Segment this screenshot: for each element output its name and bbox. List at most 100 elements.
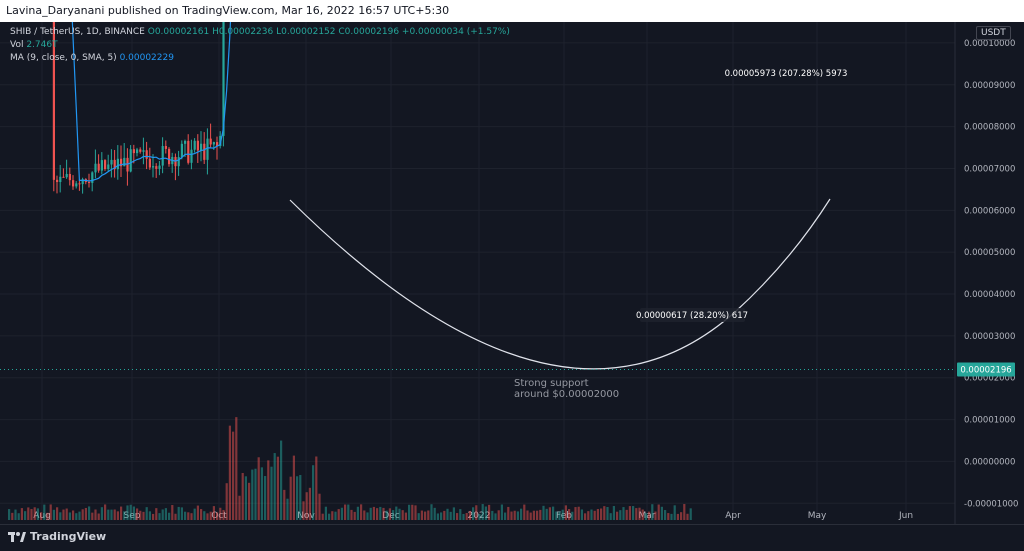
- x-tick-label: May: [808, 511, 827, 521]
- candle-body: [209, 138, 212, 145]
- volume-bar: [488, 504, 491, 520]
- volume-bar: [302, 501, 305, 520]
- ma-label[interactable]: MA (9, close, 0, SMA, 5): [10, 53, 117, 63]
- volume-bar: [571, 511, 574, 520]
- legend-ma-row: MA (9, close, 0, SMA, 5) 0.00002229: [10, 52, 510, 65]
- volume-bar: [65, 508, 68, 520]
- volume-bar: [84, 507, 87, 520]
- volume-bar: [369, 507, 372, 520]
- candlestick-chart[interactable]: 0.00010000 0.00009000 0.00008000 0.00007000…: [0, 22, 1024, 524]
- volume-bar: [206, 513, 209, 520]
- volume-bar: [270, 466, 273, 520]
- volume-bar: [680, 512, 683, 520]
- volume-bar: [312, 465, 315, 520]
- volume-bar: [120, 506, 123, 520]
- volume-bar: [651, 504, 654, 520]
- volume-bar: [129, 504, 132, 520]
- symbol-label[interactable]: SHIB / TetherUS, 1D, BINANCE: [10, 27, 145, 37]
- volume-bar: [209, 511, 212, 520]
- volume-bar: [315, 456, 318, 520]
- volume-bar: [449, 511, 452, 520]
- volume-bar: [430, 504, 433, 520]
- moving-average-line: [71, 22, 232, 182]
- candle-body: [161, 146, 164, 166]
- volume-bar: [456, 513, 459, 520]
- candle-body: [206, 138, 209, 160]
- y-tick-label: 0.00008000: [964, 123, 1015, 133]
- candle-body: [78, 183, 81, 185]
- volume-bar: [142, 511, 145, 520]
- volume-bar: [299, 474, 302, 520]
- volume-bar: [392, 510, 395, 520]
- volume-bar: [468, 510, 471, 520]
- chart-legend: SHIB / TetherUS, 1D, BINANCE O0.00002161…: [10, 26, 510, 65]
- candle-body: [145, 150, 148, 159]
- volume-bar: [353, 511, 356, 520]
- volume-label[interactable]: Vol: [10, 40, 24, 50]
- volume-bar: [56, 507, 59, 520]
- y-tick-label: 0.00003000: [964, 332, 1015, 342]
- volume-bar: [180, 507, 183, 520]
- support-annotation-line2: around $0.00002000: [514, 389, 619, 400]
- volume-bar: [324, 506, 327, 520]
- volume-bar: [603, 506, 606, 520]
- volume-bar: [123, 511, 126, 520]
- volume-bar: [648, 511, 651, 520]
- volume-bar: [414, 505, 417, 520]
- chart-area[interactable]: 0.00010000 0.00009000 0.00008000 0.00007000…: [0, 22, 1024, 524]
- footer-bar: TradingView: [0, 524, 1024, 551]
- volume-bar: [606, 506, 609, 520]
- y-tick-label: 0.00001000: [964, 416, 1015, 426]
- volume-bar: [670, 513, 673, 520]
- candle-body: [120, 158, 123, 167]
- candle-body: [56, 179, 59, 183]
- candle-body: [107, 164, 110, 170]
- volume-bar: [200, 509, 203, 520]
- volume-bar: [260, 467, 263, 520]
- volume-bar: [542, 505, 545, 520]
- candle-body: [158, 165, 161, 169]
- volume-bar: [446, 508, 449, 520]
- volume-bar: [100, 507, 103, 520]
- candle-body: [184, 140, 187, 144]
- x-tick-label: Dec: [382, 511, 399, 521]
- volume-bar: [59, 512, 62, 520]
- volume-bar: [593, 510, 596, 520]
- candle-body: [212, 142, 215, 145]
- volume-bar: [584, 513, 587, 520]
- volume-bar: [68, 512, 71, 520]
- volume-bar: [14, 509, 17, 520]
- cup-curve-line[interactable]: [289, 198, 831, 370]
- volume-bar: [305, 492, 308, 520]
- volume-bar: [177, 506, 180, 520]
- candle-body: [94, 163, 97, 173]
- tradingview-brand: TradingView: [30, 530, 107, 543]
- chart-background: [0, 22, 1024, 524]
- candle-body: [219, 135, 222, 146]
- volume-bar: [545, 508, 548, 520]
- legend-volume-row: Vol 2.746T: [10, 39, 510, 52]
- volume-bar: [590, 509, 593, 520]
- volume-bar: [132, 506, 135, 520]
- volume-bar: [340, 507, 343, 520]
- volume-bar: [395, 506, 398, 520]
- volume-bar: [580, 509, 583, 520]
- volume-bar: [174, 513, 177, 520]
- volume-bar: [196, 505, 199, 520]
- y-tick-label: 0.00009000: [964, 81, 1015, 91]
- volume-bar: [40, 512, 43, 520]
- volume-bar: [241, 472, 244, 520]
- volume-bar: [632, 506, 635, 520]
- volume-bar: [235, 417, 238, 520]
- volume-bar: [644, 513, 647, 520]
- volume-bar: [30, 509, 33, 520]
- volume-bar: [609, 513, 612, 520]
- volume-bar: [548, 507, 551, 520]
- volume-bar: [43, 504, 46, 520]
- volume-bar: [276, 456, 279, 520]
- volume-bar: [72, 510, 75, 520]
- y-tick-label: -0.00001000: [964, 499, 1018, 509]
- candle-body: [91, 172, 94, 183]
- volume-bar: [81, 509, 84, 520]
- currency-badge[interactable]: USDT: [976, 26, 1011, 40]
